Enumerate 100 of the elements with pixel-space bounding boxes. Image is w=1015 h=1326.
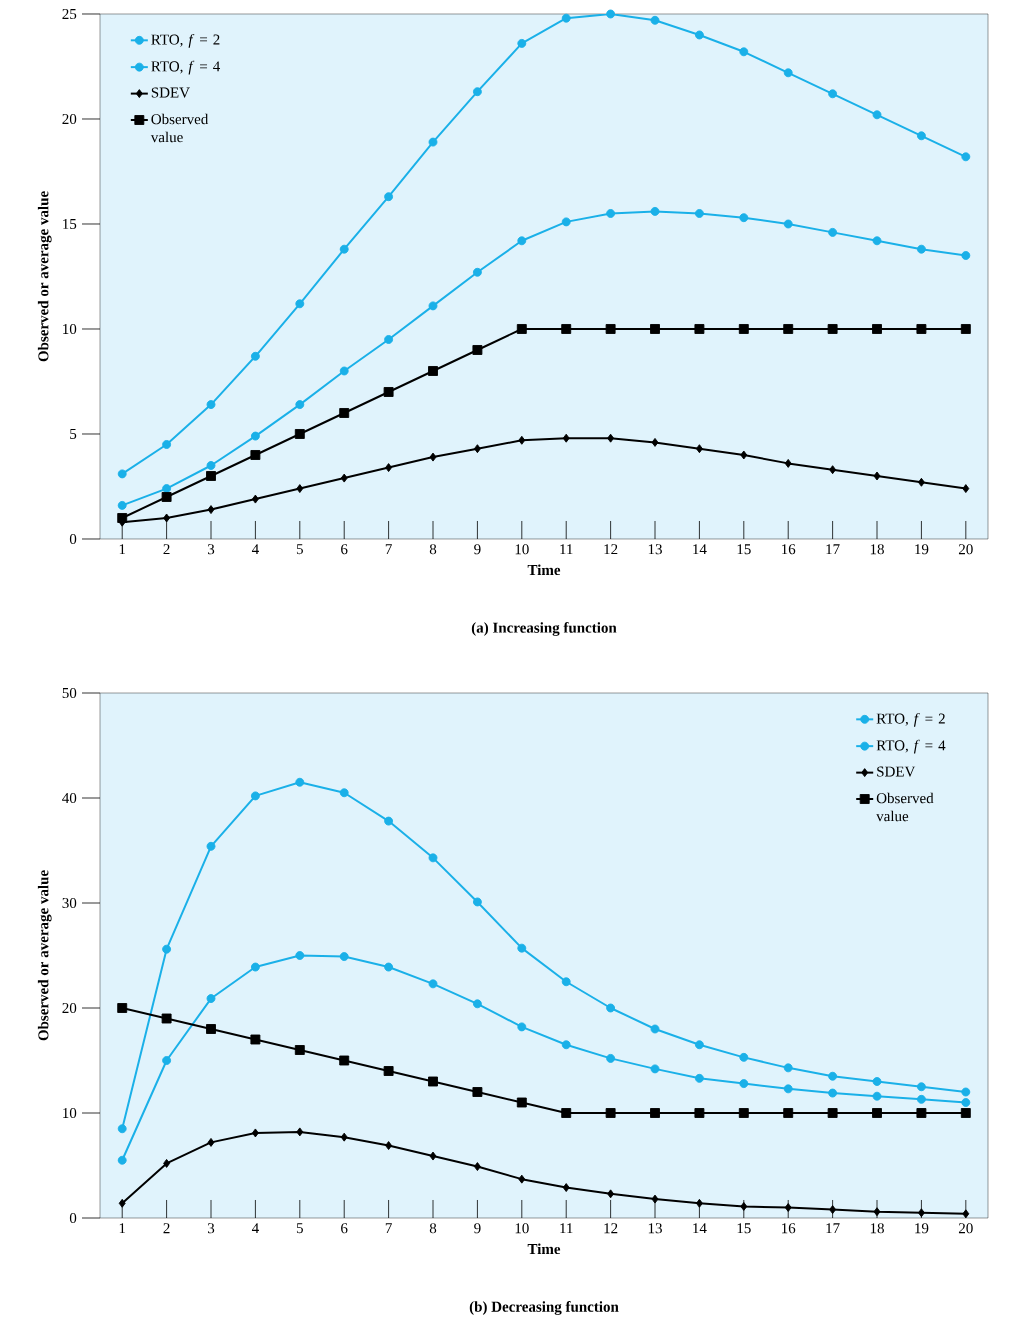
x-tick-label: 4 <box>251 1223 259 1234</box>
point <box>251 1128 259 1138</box>
y-tick-label: 0 <box>69 533 77 545</box>
x-tick-label: 4 <box>251 544 259 555</box>
point <box>383 387 394 397</box>
point <box>960 1108 971 1118</box>
point <box>962 484 970 494</box>
point <box>517 236 527 246</box>
point <box>472 1087 483 1097</box>
point <box>429 452 437 462</box>
point <box>916 1108 927 1118</box>
x-tick-label: 18 <box>870 544 884 555</box>
legend-label: Observed value <box>876 792 934 822</box>
x-tick-label: 6 <box>341 544 348 555</box>
point <box>385 1141 393 1150</box>
point <box>695 1198 703 1208</box>
point <box>250 1034 261 1045</box>
point <box>161 1013 172 1024</box>
x-tick-label: 5 <box>296 1223 303 1234</box>
x-tick-label: 16 <box>782 544 796 555</box>
point <box>783 1063 793 1073</box>
point <box>251 494 259 504</box>
point <box>518 435 526 445</box>
x-tick-label: 5 <box>296 544 303 555</box>
y-tick-label: 20 <box>62 113 77 125</box>
point <box>117 1124 127 1134</box>
point <box>472 999 482 1009</box>
point <box>605 324 616 334</box>
x-tick-label: 12 <box>604 544 618 555</box>
x-tick-label: 18 <box>870 1223 884 1234</box>
point <box>606 1053 616 1063</box>
point <box>428 137 438 147</box>
point <box>473 444 481 454</box>
point <box>739 47 749 57</box>
point <box>117 513 128 523</box>
point <box>783 68 793 78</box>
point <box>296 484 304 494</box>
point <box>385 463 393 473</box>
x-tick-label: 2 <box>163 1223 170 1234</box>
point <box>250 351 260 361</box>
point <box>162 1056 172 1065</box>
x-tick-label: 14 <box>693 544 707 555</box>
point <box>429 1151 437 1161</box>
point <box>473 1162 481 1171</box>
legend-label: SDEV <box>877 766 916 777</box>
legend-label: SDEV <box>151 87 190 98</box>
point <box>294 1045 305 1055</box>
point <box>740 450 748 460</box>
point <box>961 152 971 162</box>
point <box>384 962 394 972</box>
point <box>162 944 172 954</box>
point <box>872 1091 882 1101</box>
point <box>561 13 571 23</box>
x-tick-label: 7 <box>385 544 392 555</box>
point <box>783 1084 793 1094</box>
y-tick-label: 50 <box>62 687 77 699</box>
point <box>295 777 305 787</box>
point <box>295 400 305 410</box>
legend-label: RTO, f = 4 <box>151 60 221 75</box>
point <box>472 87 482 97</box>
x-tick-label: 11 <box>560 544 573 555</box>
point <box>650 324 660 334</box>
legend-label: RTO, f = 2 <box>151 33 220 48</box>
point <box>207 1137 215 1147</box>
point <box>472 345 483 355</box>
point <box>738 324 749 334</box>
x-tick-label: 3 <box>207 544 215 555</box>
point <box>294 429 305 439</box>
point <box>561 324 572 334</box>
point <box>694 209 704 218</box>
y-tick-label: 10 <box>63 323 77 335</box>
point <box>117 500 127 510</box>
point <box>517 943 527 953</box>
point <box>384 816 394 826</box>
y-tick-label: 5 <box>70 429 77 439</box>
point <box>518 1174 526 1184</box>
point <box>738 1108 749 1118</box>
point <box>295 299 305 309</box>
point <box>917 1208 925 1218</box>
point <box>250 791 260 801</box>
point <box>472 897 482 907</box>
point <box>917 477 925 487</box>
point <box>561 1040 571 1050</box>
y-tick-label: 10 <box>63 1107 77 1119</box>
x-tick-label: 6 <box>341 1223 348 1234</box>
x-tick-label: 10 <box>515 544 529 555</box>
x-tick-label: 16 <box>782 1223 796 1234</box>
point <box>117 1155 127 1165</box>
point <box>516 324 527 334</box>
point <box>872 236 882 246</box>
point <box>340 1132 348 1142</box>
point <box>962 1209 970 1219</box>
point <box>827 1108 838 1118</box>
point <box>694 1073 704 1083</box>
x-tick-label: 15 <box>737 1223 751 1234</box>
point <box>872 1077 882 1086</box>
point <box>606 9 616 19</box>
point <box>961 251 971 260</box>
point <box>828 1071 838 1081</box>
point <box>784 458 792 468</box>
